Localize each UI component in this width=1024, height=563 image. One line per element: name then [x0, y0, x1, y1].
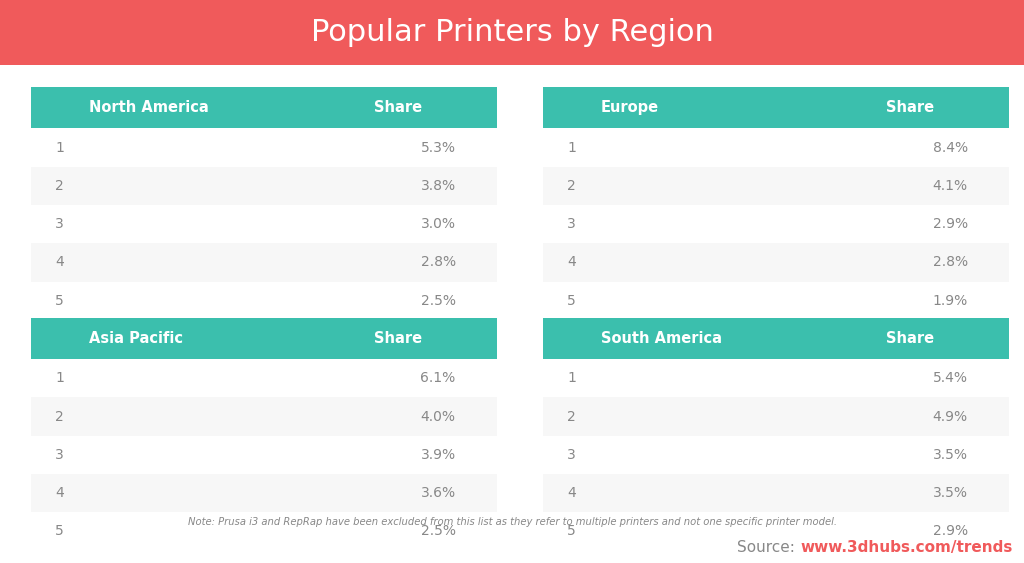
Text: 2: 2 [55, 410, 63, 423]
Text: Share: Share [374, 100, 422, 115]
Text: 4.9%: 4.9% [933, 410, 968, 423]
Text: 3.8%: 3.8% [421, 179, 456, 193]
Text: 5: 5 [55, 525, 63, 538]
Text: 3: 3 [55, 448, 63, 462]
Text: 6.1%: 6.1% [421, 372, 456, 385]
Text: Makerbot Replicator 2: Makerbot Replicator 2 [606, 256, 759, 269]
Text: 3.0%: 3.0% [421, 217, 456, 231]
Text: 2.5%: 2.5% [421, 525, 456, 538]
Text: South America: South America [601, 331, 722, 346]
Text: Makerbot Replicator 2: Makerbot Replicator 2 [94, 410, 247, 423]
Text: 1.9%: 1.9% [933, 294, 968, 307]
Text: 1: 1 [567, 372, 575, 385]
Text: Replicator 2x: Replicator 2x [94, 294, 185, 307]
Text: Europe: Europe [601, 100, 659, 115]
Text: Ultimaker 2: Ultimaker 2 [606, 141, 687, 154]
Text: 3: 3 [567, 448, 575, 462]
Text: Mendel Prusa: Mendel Prusa [606, 525, 699, 538]
Text: 4.1%: 4.1% [933, 179, 968, 193]
Text: Share: Share [886, 331, 934, 346]
Text: 3.6%: 3.6% [421, 486, 456, 500]
Text: Note: Prusa i3 and RepRap have been excluded from this list as they refer to mul: Note: Prusa i3 and RepRap have been excl… [187, 517, 837, 528]
Text: 4: 4 [55, 256, 63, 269]
Text: 2.9%: 2.9% [933, 525, 968, 538]
Text: 4: 4 [567, 256, 575, 269]
Text: Makerbot Replicator 2: Makerbot Replicator 2 [94, 141, 247, 154]
Text: Replicator 2x: Replicator 2x [606, 294, 697, 307]
Text: 5.4%: 5.4% [933, 372, 968, 385]
Text: Zortrax M200: Zortrax M200 [94, 448, 188, 462]
Text: Ultimaker Original Plus: Ultimaker Original Plus [606, 217, 765, 231]
Text: 5: 5 [567, 525, 575, 538]
Text: 5: 5 [567, 294, 575, 307]
Text: 8.4%: 8.4% [933, 141, 968, 154]
Text: 3.5%: 3.5% [933, 448, 968, 462]
Text: Asia Pacific: Asia Pacific [89, 331, 183, 346]
Text: FlashForge Creator Pro: FlashForge Creator Pro [94, 179, 253, 193]
Text: 2: 2 [567, 410, 575, 423]
Text: 2: 2 [567, 179, 575, 193]
Text: 3.9%: 3.9% [421, 448, 456, 462]
Text: North America: North America [89, 100, 209, 115]
Text: Ultimaker 2: Ultimaker 2 [606, 486, 687, 500]
Text: 3.5%: 3.5% [933, 486, 968, 500]
Text: 2: 2 [55, 179, 63, 193]
Text: Source:: Source: [737, 540, 800, 555]
Text: 3: 3 [55, 217, 63, 231]
Text: Makerbot Replicator 2: Makerbot Replicator 2 [606, 372, 759, 385]
Text: 1: 1 [567, 141, 575, 154]
Text: Robo 3D R1: Robo 3D R1 [94, 217, 176, 231]
Text: Zortrax M200: Zortrax M200 [606, 179, 700, 193]
Text: Replicator 2x: Replicator 2x [606, 410, 697, 423]
Text: Printrbot Simple Metal: Printrbot Simple Metal [94, 256, 250, 269]
Text: 3: 3 [567, 217, 575, 231]
Text: 1: 1 [55, 372, 63, 385]
Text: 2.5%: 2.5% [421, 294, 456, 307]
Text: Share: Share [374, 331, 422, 346]
Text: Popular Printers by Region: Popular Printers by Region [310, 18, 714, 47]
Text: 4.0%: 4.0% [421, 410, 456, 423]
Text: 1: 1 [55, 141, 63, 154]
Text: 2.8%: 2.8% [421, 256, 456, 269]
Text: www.3dhubs.com/trends: www.3dhubs.com/trends [801, 540, 1013, 555]
Text: 4: 4 [567, 486, 575, 500]
Text: 2.9%: 2.9% [933, 217, 968, 231]
Text: 5.3%: 5.3% [421, 141, 456, 154]
Text: Replicator 2x: Replicator 2x [94, 525, 185, 538]
Text: 4: 4 [55, 486, 63, 500]
Text: Sethi3D: Sethi3D [606, 448, 662, 462]
Text: Ultimaker 2: Ultimaker 2 [94, 372, 175, 385]
Text: 5: 5 [55, 294, 63, 307]
Text: Share: Share [886, 100, 934, 115]
Text: 2.8%: 2.8% [933, 256, 968, 269]
Text: FlashForge Creator Pro: FlashForge Creator Pro [94, 486, 253, 500]
